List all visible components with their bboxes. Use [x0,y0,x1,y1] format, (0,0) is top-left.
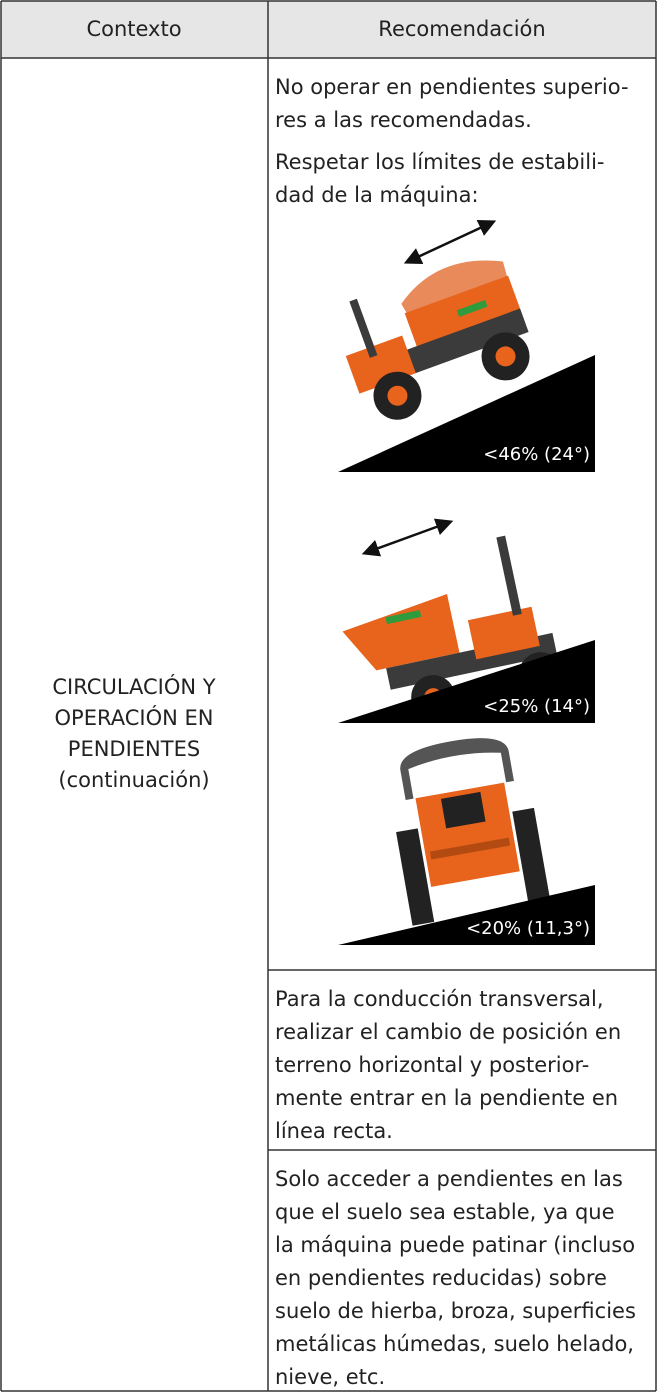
recommendation-line: realizar el cambio de posición en [275,1020,621,1044]
figure-label: <20% (11,3°) [466,918,590,939]
context-line: PENDIENTES [68,737,200,761]
figure-slope-25 [338,518,595,723]
recommendation-line: dad de la máquina: [275,183,479,207]
header-cell: Recomendación [378,17,545,41]
recommendation-line: terreno horizontal y posterior- [275,1053,589,1077]
figure-label: <46% (24°) [483,444,590,465]
recommendation-line: línea recta. [275,1119,393,1143]
context-line: OPERACIÓN EN [55,705,214,730]
figure-label: <25% (14°) [483,696,590,717]
figure-slope-46 [338,219,595,472]
recommendation-line: res a las recomendadas. [275,108,532,132]
recommendation-line: mente entrar en la pendiente en [275,1086,618,1110]
recommendation-line: metálicas húmedas, suelo helado, [275,1332,634,1356]
header-cell: Contexto [86,17,181,41]
recommendation-line: la máquina puede patinar (incluso [275,1233,635,1257]
header-background [1,1,656,58]
recommendation-line: Respetar los límites de estabili- [275,150,605,174]
recommendation-line: suelo de hierba, broza, superficies [275,1299,636,1323]
recommendation-line: en pendientes reducidas) sobre [275,1266,607,1290]
recommendation-line: que el suelo sea estable, ya que [275,1200,615,1224]
recommendation-line: Para la conducción transversal, [275,987,604,1011]
context-line: CIRCULACIÓN Y [52,674,215,699]
recommendation-line: Solo acceder a pendientes en las [275,1167,623,1191]
context-line: (continuación) [58,768,209,792]
figure-slope-20 [338,738,595,945]
recommendation-line: nieve, etc. [275,1365,385,1389]
recommendation-line: No operar en pendientes superio- [275,75,629,99]
